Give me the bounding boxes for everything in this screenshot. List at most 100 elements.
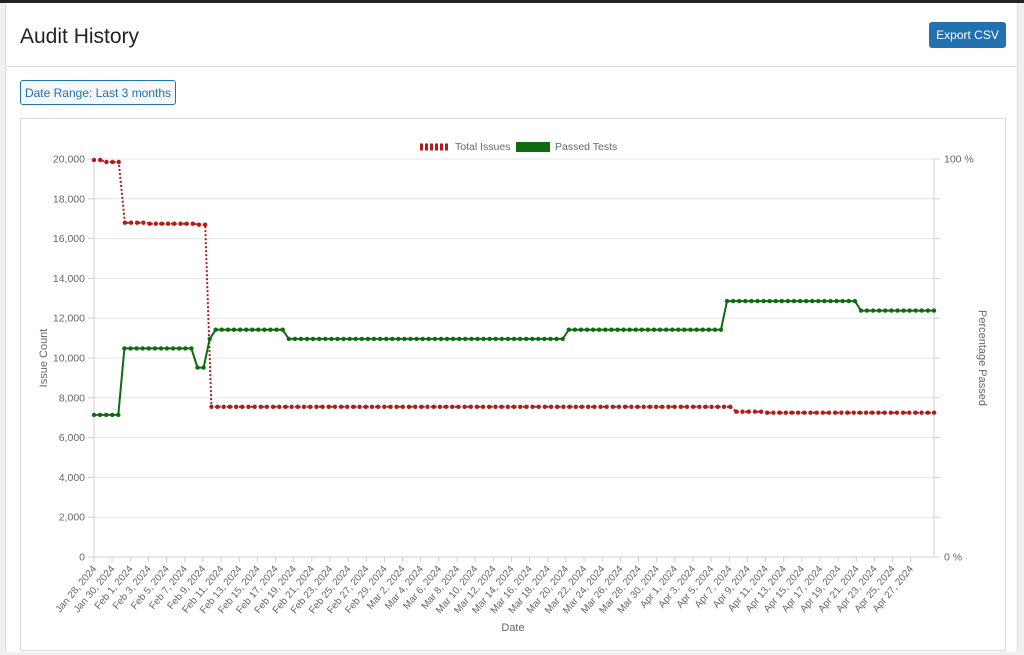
passed-tests-point	[104, 412, 109, 418]
total-issues-point	[295, 404, 300, 409]
total-issues-point	[585, 404, 591, 409]
passed-tests-point	[274, 327, 279, 332]
y-tick-label: 20,000	[53, 154, 85, 166]
passed-tests-point	[164, 346, 170, 351]
passed-tests-point	[870, 308, 876, 313]
passed-tests-point	[718, 327, 724, 332]
passed-tests-point	[420, 336, 425, 342]
y-tick-label: 16,000	[53, 233, 85, 245]
total-issues-point	[246, 404, 251, 409]
total-issues-point	[159, 221, 165, 226]
total-issues-point	[357, 404, 362, 409]
total-issues-point	[888, 410, 893, 415]
passed-tests-point	[365, 336, 371, 342]
passed-tests-point	[116, 412, 121, 418]
passed-tests-point	[97, 412, 103, 418]
total-issues-point	[771, 410, 776, 415]
total-issues-point	[629, 404, 634, 409]
total-issues-point	[382, 404, 387, 409]
passed-tests-point	[298, 336, 304, 342]
total-issues-point	[203, 222, 208, 227]
passed-tests-point	[810, 298, 815, 304]
total-issues-point	[894, 410, 900, 415]
passed-tests-point	[785, 298, 791, 304]
total-issues-point	[703, 404, 708, 409]
date-range-button[interactable]: Date Range: Last 3 months	[20, 80, 176, 105]
total-issues-point	[128, 220, 134, 225]
total-issues-point	[443, 404, 449, 409]
passed-tests-point	[797, 298, 803, 304]
passed-tests-point	[657, 327, 663, 332]
export-csv-button[interactable]: Export CSV	[929, 22, 1006, 48]
total-issues-point	[740, 409, 745, 414]
passed-tests-point	[858, 308, 864, 313]
total-issues-line	[94, 159, 934, 414]
total-issues-point	[437, 404, 443, 409]
passed-tests-point	[286, 336, 291, 342]
total-issues-point	[845, 410, 850, 415]
passed-tests-point	[359, 336, 364, 342]
passed-tests-point	[566, 327, 571, 332]
total-issues-point	[499, 404, 504, 409]
passed-tests-point	[883, 308, 888, 313]
passed-tests-point	[804, 298, 809, 304]
total-issues-point	[524, 404, 529, 409]
total-issues-point	[252, 404, 257, 409]
passed-tests-point	[371, 336, 377, 342]
total-issues-point	[320, 404, 325, 409]
passed-tests-point	[335, 336, 340, 342]
total-issues-point	[215, 404, 220, 409]
passed-tests-point	[749, 298, 754, 304]
passed-tests-point	[651, 327, 657, 332]
passed-tests-point	[170, 346, 176, 351]
passed-tests-point	[864, 308, 870, 313]
passed-tests-point	[487, 336, 492, 342]
total-issues-point	[653, 404, 659, 409]
total-issues-point	[561, 404, 566, 409]
total-issues-point	[672, 404, 677, 409]
total-issues-point	[135, 220, 140, 225]
passed-tests-point	[463, 336, 468, 342]
y-tick-label: 18,000	[53, 193, 85, 205]
passed-tests-point	[639, 327, 644, 332]
passed-tests-point	[779, 298, 784, 304]
passed-tests-point	[183, 346, 188, 351]
passed-tests-point	[140, 346, 145, 351]
total-issues-point	[833, 410, 838, 415]
passed-tests-point	[597, 327, 602, 332]
y-tick-label: 0	[79, 552, 85, 564]
total-issues-point	[388, 404, 393, 409]
passed-tests-point	[645, 327, 651, 332]
passed-tests-point	[676, 327, 681, 332]
passed-tests-point	[724, 298, 730, 304]
total-issues-point	[900, 410, 906, 415]
passed-tests-point	[262, 327, 267, 332]
passed-tests-point	[323, 336, 328, 342]
passed-tests-point	[621, 327, 626, 332]
total-issues-point	[721, 404, 727, 409]
total-issues-point	[369, 404, 375, 409]
passed-tests-point	[840, 298, 845, 304]
total-issues-point	[913, 410, 918, 415]
total-issues-point	[104, 159, 109, 165]
total-issues-point	[91, 157, 97, 163]
total-issues-point	[450, 404, 455, 409]
chart-container: 0 2,000 4,000 6,000 8,000 10,000 12,000 14,000 1…	[20, 118, 1006, 651]
total-issues-point	[802, 410, 807, 415]
total-issues-point	[752, 409, 758, 414]
total-issues-point	[345, 404, 350, 409]
total-issues-point	[808, 410, 813, 415]
total-issues-point	[141, 220, 146, 225]
total-issues-point	[542, 404, 548, 409]
passed-tests-point	[517, 336, 523, 342]
passed-tests-point	[347, 336, 352, 342]
passed-tests-point	[609, 327, 614, 332]
total-issues-point	[876, 410, 881, 415]
total-issues-point	[172, 221, 177, 226]
total-issues-point	[258, 404, 263, 409]
audit-history-chart: 0 2,000 4,000 6,000 8,000 10,000 12,000 14,000 1…	[38, 141, 988, 634]
page-header: Audit History Export CSV	[6, 3, 1017, 67]
total-issues-point	[277, 404, 282, 409]
window-top-border	[0, 0, 1024, 3]
passed-tests-point	[207, 336, 212, 342]
